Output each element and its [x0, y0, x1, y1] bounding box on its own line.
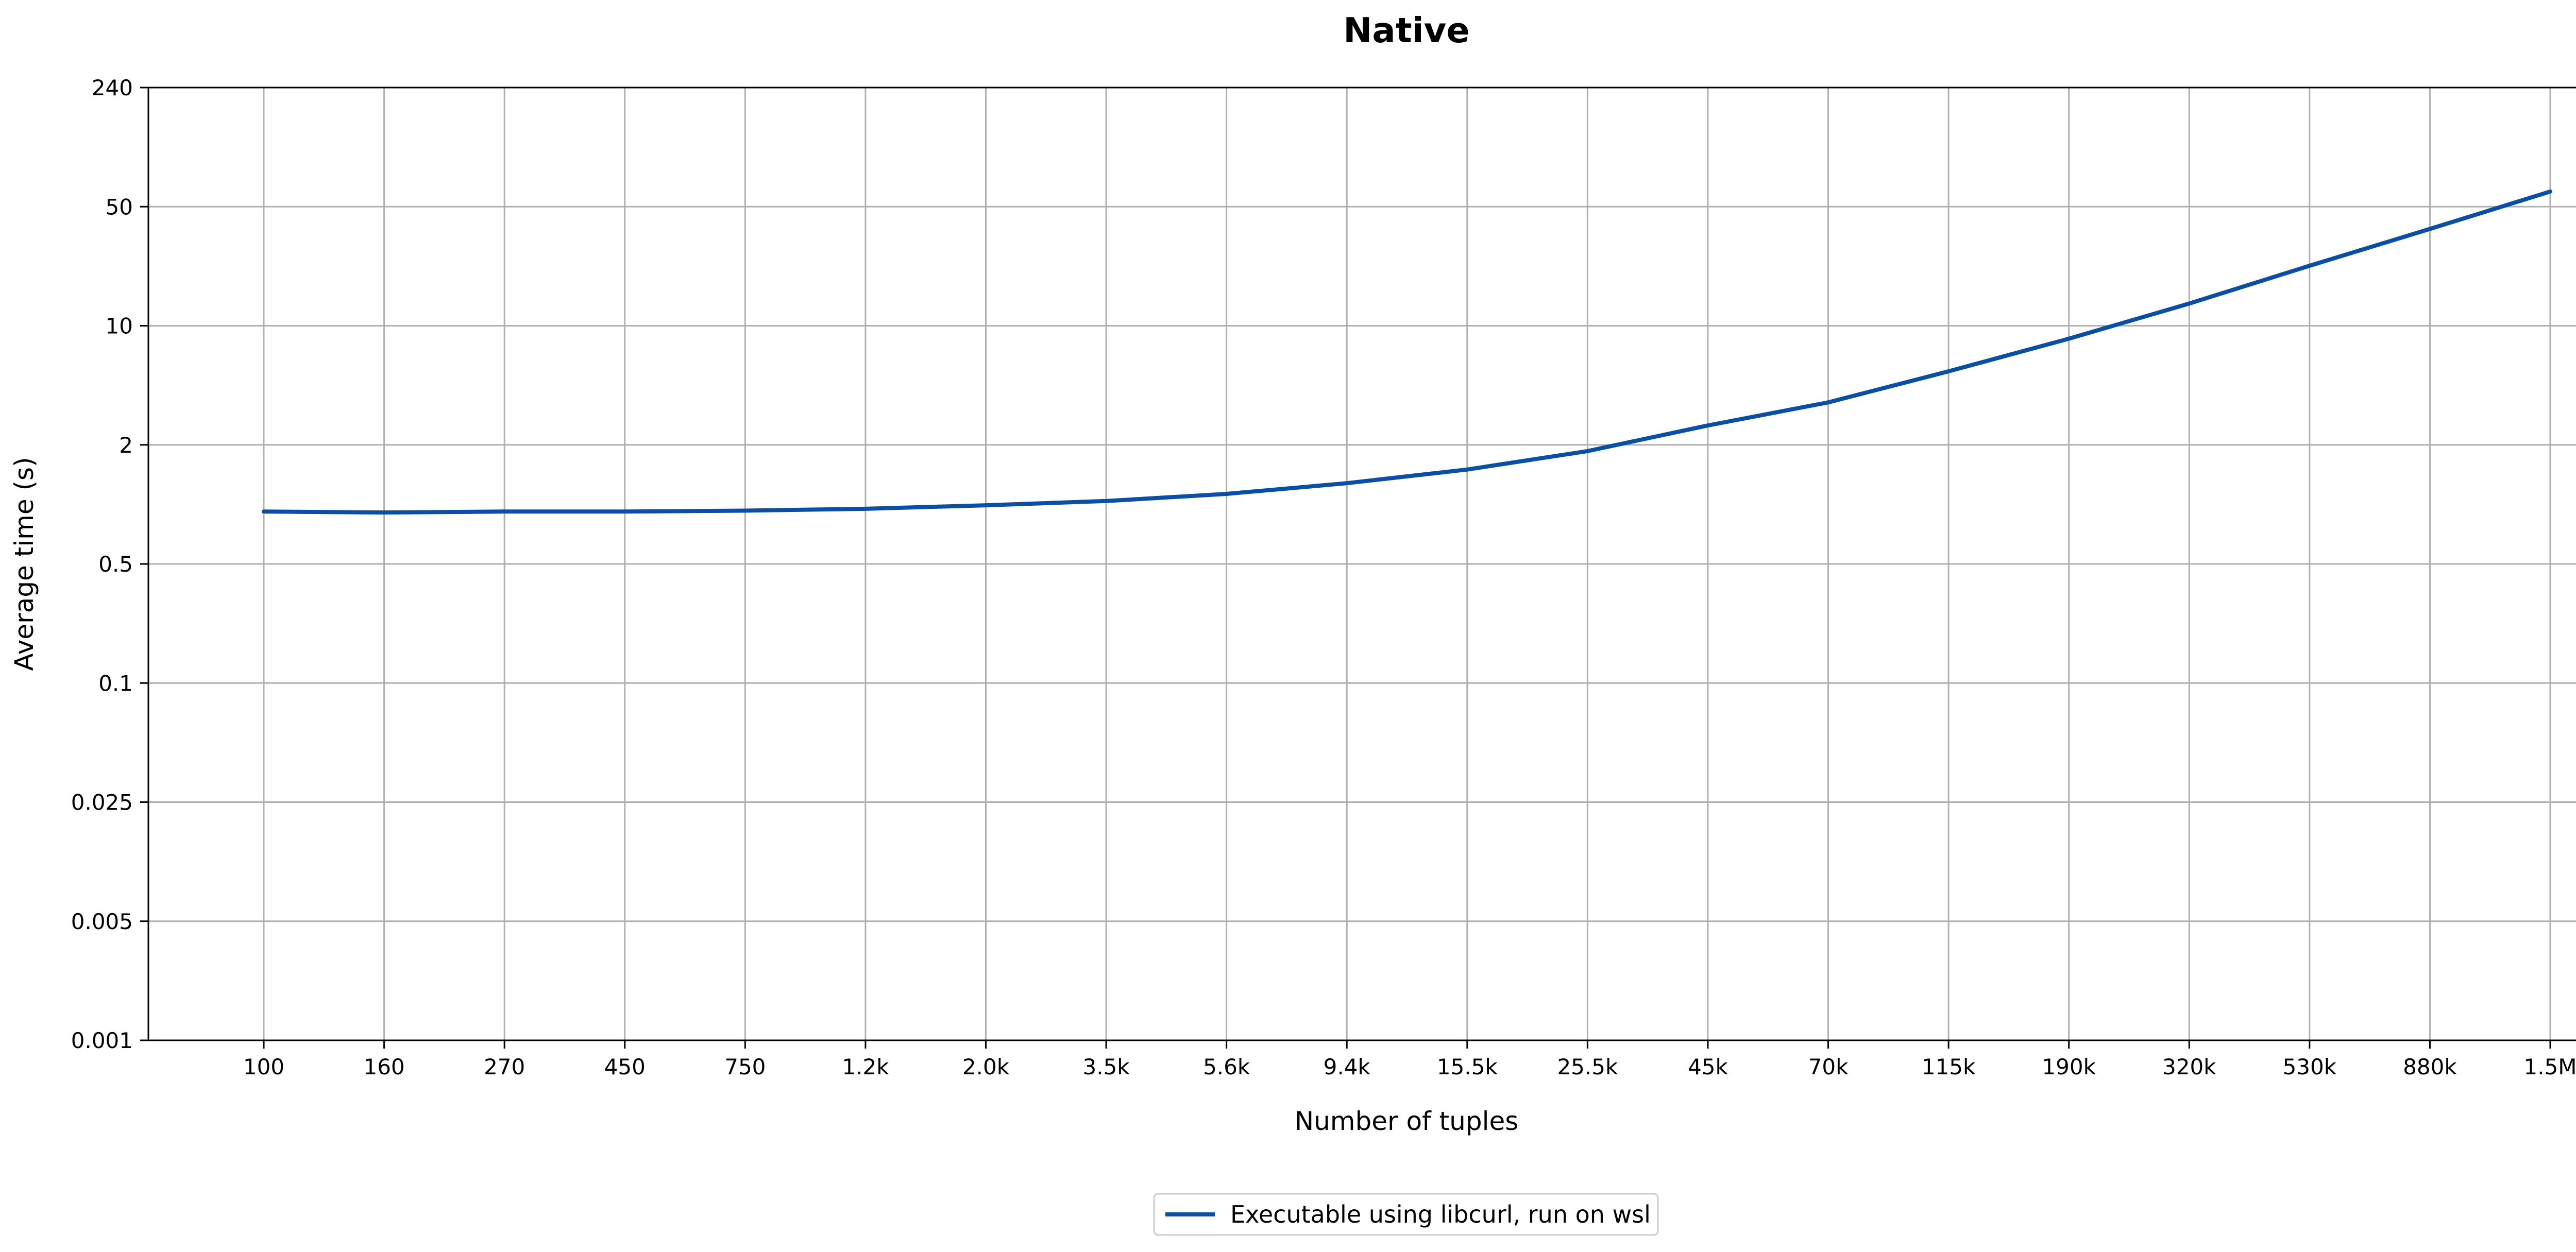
- x-tick-label-880k: 880k: [2403, 1054, 2457, 1079]
- x-tick-label-15-5k: 15.5k: [1437, 1054, 1498, 1079]
- x-tick-label-1-2k: 1.2k: [842, 1054, 889, 1079]
- x-tick-label-100: 100: [243, 1054, 284, 1079]
- x-tick-label-2-0k: 2.0k: [962, 1054, 1010, 1079]
- grid-layer: [148, 87, 2576, 1041]
- tick-layer: 100 160 270 450 750 1.2k 2.0k 3.5k 5.6k 9.4k 15.5k…: [71, 75, 2576, 1079]
- y-tick-label-2: 2: [119, 433, 133, 458]
- x-tick-label-115k: 115k: [1922, 1054, 1976, 1079]
- y-tick-label-0-5: 0.5: [98, 552, 133, 577]
- legend: Executable using libcurl, run on wsl: [1153, 1193, 1659, 1236]
- x-tick-label-190k: 190k: [2042, 1054, 2096, 1079]
- plot-frame: [147, 87, 2576, 1041]
- y-axis-label: Average time (s): [9, 457, 39, 671]
- y-tick-label-50: 50: [106, 194, 133, 219]
- x-tick-label-270: 270: [484, 1054, 525, 1079]
- legend-label-executable-libcurl-wsl: Executable using libcurl, run on wsl: [1230, 1200, 1651, 1228]
- x-tick-label-3-5k: 3.5k: [1082, 1054, 1130, 1079]
- y-tick-label-240: 240: [92, 75, 133, 100]
- chart-title: Native: [1343, 10, 1469, 50]
- x-tick-label-160: 160: [363, 1054, 404, 1079]
- x-axis-label: Number of tuples: [1295, 1106, 1519, 1136]
- x-tick-label-530k: 530k: [2283, 1054, 2337, 1079]
- y-tick-label-0-005: 0.005: [71, 909, 133, 934]
- legend-box: [1153, 1193, 1659, 1236]
- x-tick-label-25-5k: 25.5k: [1557, 1054, 1618, 1079]
- x-tick-label-750: 750: [724, 1054, 766, 1079]
- x-tick-label-5-6k: 5.6k: [1203, 1054, 1250, 1079]
- series-line-executable-using-libcurl-run-on-wsl: [262, 189, 2552, 515]
- y-tick-label-0-1: 0.1: [98, 671, 133, 696]
- x-tick-label-9-4k: 9.4k: [1324, 1054, 1371, 1079]
- x-tick-label-1-5m: 1.5M: [2523, 1054, 2576, 1079]
- x-tick-label-320k: 320k: [2162, 1054, 2216, 1079]
- y-tick-label-0-025: 0.025: [71, 790, 133, 815]
- x-tick-label-450: 450: [604, 1054, 646, 1079]
- y-tick-label-10: 10: [106, 314, 133, 339]
- y-tick-label-0-001: 0.001: [71, 1028, 133, 1053]
- x-tick-label-45k: 45k: [1688, 1054, 1728, 1079]
- line-layer: [262, 189, 2552, 515]
- x-tick-label-70k: 70k: [1808, 1054, 1849, 1079]
